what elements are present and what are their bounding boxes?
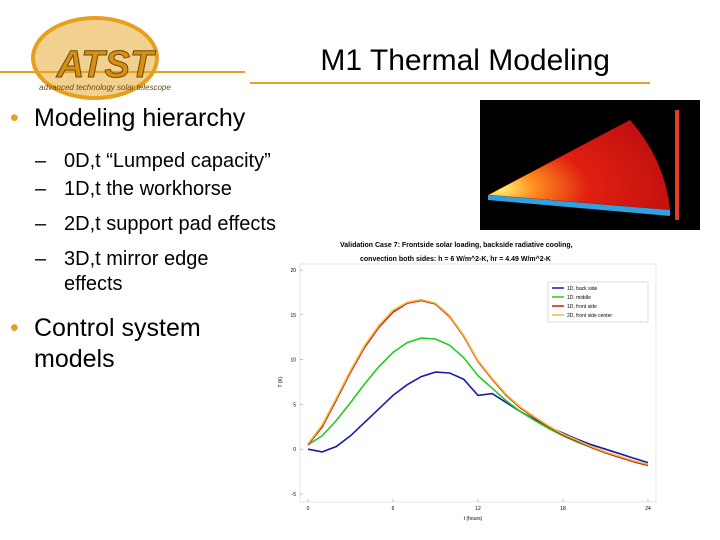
legend-box xyxy=(547,281,649,323)
legend-label: 1D, front side xyxy=(567,304,597,310)
slide-title: M1 Thermal Modeling xyxy=(320,44,610,77)
legend-label: 2D, front side center xyxy=(567,313,612,319)
logo-ring xyxy=(31,16,159,100)
thermal-image xyxy=(480,100,700,230)
sub-bullet: 1D,t the workhorse xyxy=(35,177,232,202)
mirror-edge xyxy=(488,195,670,216)
x-tick-label: 0 xyxy=(307,506,310,512)
line-chart: Validation Case 7: Frontside solar loadi… xyxy=(278,242,657,522)
sub-bullet: 2D,t support pad effects xyxy=(35,212,276,237)
series-line xyxy=(307,299,649,467)
y-tick-label: -5 xyxy=(292,492,297,498)
x-tick-label: 24 xyxy=(645,506,651,512)
chart-title: Validation Case 7: Frontside solar loadi… xyxy=(340,242,573,249)
x-tick-label: 12 xyxy=(475,506,481,512)
colorbar xyxy=(675,110,679,220)
series-line xyxy=(307,371,649,464)
y-tick-label: 0 xyxy=(293,447,296,453)
series-line xyxy=(307,298,649,466)
bullet: Control system models xyxy=(10,313,234,375)
mirror-segment xyxy=(487,119,671,211)
y-axis-label: T (K) xyxy=(278,376,284,387)
sub-bullet: 0D,t “Lumped capacity” xyxy=(35,149,271,174)
bullet: Modeling hierarchy xyxy=(10,103,245,134)
x-axis-label: t (hours) xyxy=(464,516,483,522)
x-tick-label: 6 xyxy=(392,506,395,512)
x-tick-label: 18 xyxy=(560,506,566,512)
chart-title: convection both sides: h = 6 W/m^2-K, hr… xyxy=(360,255,551,263)
y-tick-label: 10 xyxy=(290,358,296,364)
logo-subtext: advanced technology solar telescope xyxy=(39,83,171,92)
y-tick-label: 20 xyxy=(290,268,296,274)
y-tick-label: 15 xyxy=(290,313,296,319)
logo-text: ATST xyxy=(56,44,156,86)
y-tick-label: 5 xyxy=(293,402,296,408)
sub-bullet: 3D,t mirror edge effects xyxy=(35,247,244,297)
legend-label: 1D, back side xyxy=(567,286,598,292)
title-rule xyxy=(250,82,650,84)
legend-label: 1D, middle xyxy=(567,295,591,301)
logo: ATST advanced technology solar telescope xyxy=(0,16,245,100)
